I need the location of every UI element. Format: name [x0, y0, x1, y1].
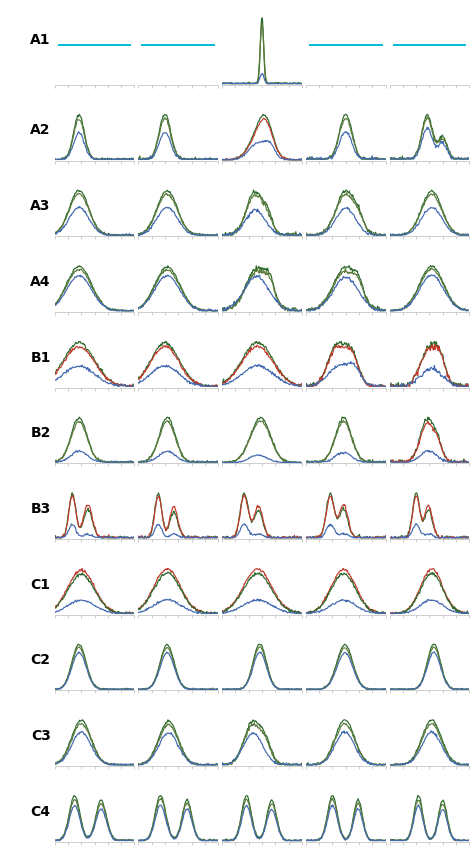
Text: A3: A3 — [30, 199, 51, 213]
Text: B1: B1 — [30, 350, 51, 365]
Text: A1: A1 — [30, 33, 51, 47]
Text: C4: C4 — [31, 805, 51, 819]
Text: C1: C1 — [31, 578, 51, 591]
Text: C2: C2 — [31, 653, 51, 667]
Text: C3: C3 — [31, 729, 51, 743]
Text: B3: B3 — [30, 502, 51, 516]
Text: A4: A4 — [30, 275, 51, 288]
Text: B2: B2 — [30, 426, 51, 440]
Text: A2: A2 — [30, 124, 51, 137]
